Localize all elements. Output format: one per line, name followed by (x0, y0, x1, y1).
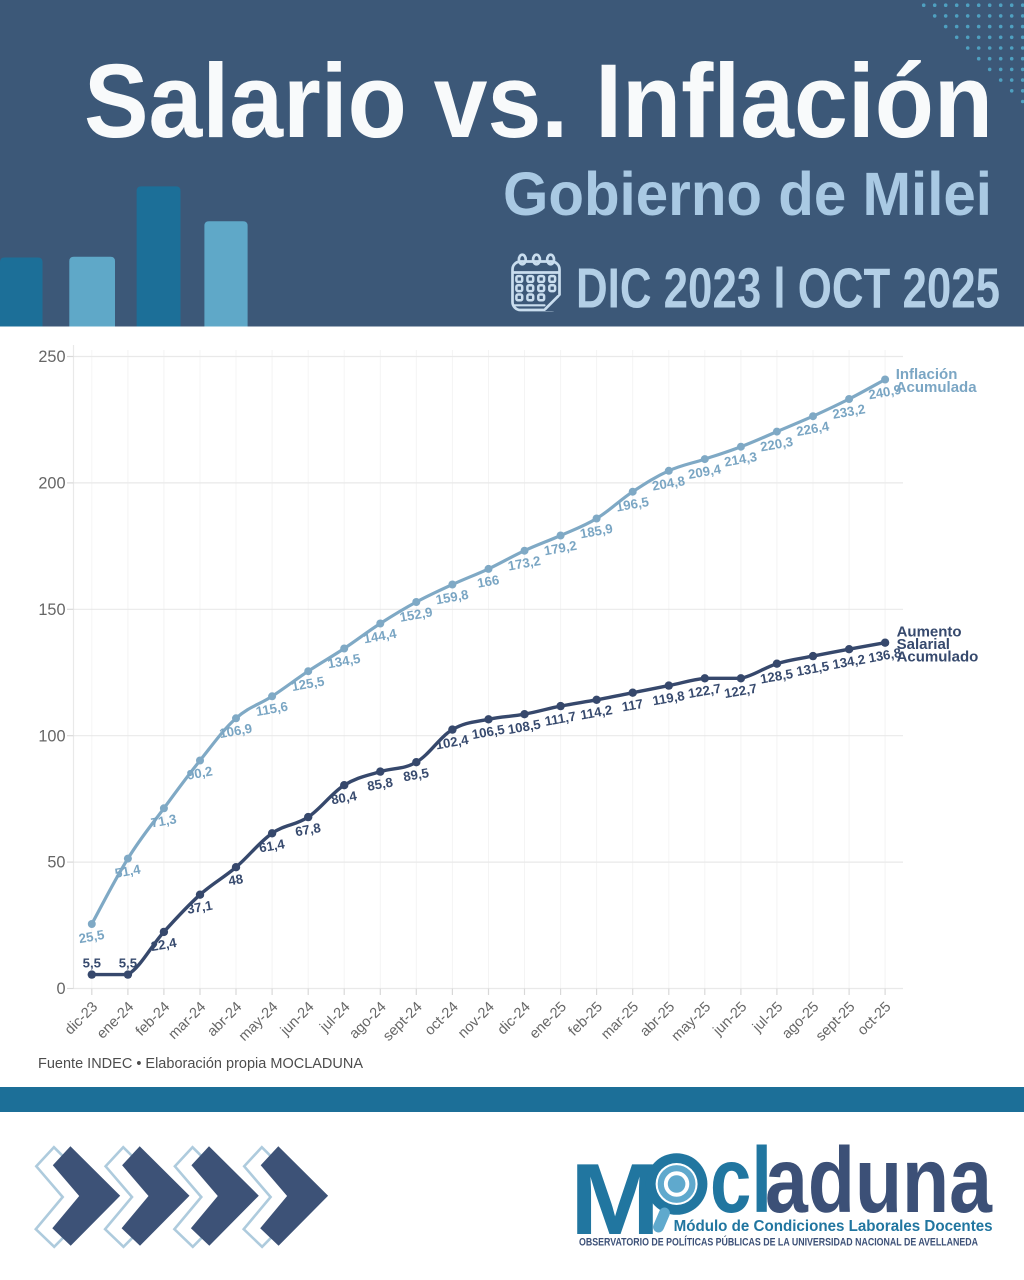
svg-text:may-25: may-25 (669, 999, 715, 1045)
svg-text:mar-25: mar-25 (598, 999, 642, 1043)
svg-text:Acumulada: Acumulada (896, 379, 978, 396)
svg-text:oct-25: oct-25 (855, 999, 895, 1039)
svg-text:102,4: 102,4 (435, 732, 471, 753)
svg-text:166: 166 (476, 572, 500, 591)
svg-text:233,2: 233,2 (831, 401, 866, 422)
svg-text:Módulo de Condiciones Laborale: Módulo de Condiciones Laborales Docentes (674, 1218, 993, 1235)
svg-text:48: 48 (227, 871, 244, 888)
svg-text:DIC 2023 l OCT 2025: DIC 2023 l OCT 2025 (576, 257, 1000, 321)
svg-text:125,5: 125,5 (290, 674, 325, 695)
svg-text:aduna: aduna (765, 1128, 993, 1232)
svg-text:250: 250 (38, 348, 65, 366)
svg-text:106,5: 106,5 (471, 722, 506, 743)
svg-text:37,1: 37,1 (186, 898, 214, 917)
svg-text:Acumulado: Acumulado (897, 649, 979, 666)
svg-text:Salario vs. Inflación: Salario vs. Inflación (84, 43, 993, 160)
svg-text:Gobierno de Milei: Gobierno de Milei (503, 160, 992, 229)
svg-text:226,4: 226,4 (795, 418, 831, 439)
svg-text:jun-25: jun-25 (710, 999, 751, 1040)
svg-text:Inflación: Inflación (896, 366, 958, 383)
svg-text:114,2: 114,2 (579, 702, 613, 722)
svg-text:nov-24: nov-24 (455, 999, 498, 1042)
svg-text:67,8: 67,8 (294, 820, 322, 839)
svg-text:134,2: 134,2 (831, 652, 866, 673)
svg-text:OBSERVATORIO DE POLÍTICAS PÚBL: OBSERVATORIO DE POLÍTICAS PÚBLICAS DE LA… (579, 1235, 978, 1248)
svg-text:173,2: 173,2 (507, 553, 542, 574)
svg-text:Salarial: Salarial (897, 636, 950, 653)
svg-text:122,7: 122,7 (723, 681, 758, 702)
svg-text:209,4: 209,4 (687, 461, 723, 482)
svg-text:may-24: may-24 (236, 999, 282, 1045)
svg-text:89,5: 89,5 (402, 765, 430, 784)
svg-text:0: 0 (56, 980, 65, 998)
svg-text:jun-24: jun-24 (277, 999, 318, 1040)
svg-text:136,8: 136,8 (867, 645, 902, 666)
svg-text:85,8: 85,8 (366, 775, 394, 794)
svg-text:128,5: 128,5 (759, 666, 794, 687)
svg-text:240,9: 240,9 (867, 382, 902, 403)
svg-text:150: 150 (38, 601, 65, 619)
svg-text:152,9: 152,9 (398, 604, 433, 625)
svg-text:5,5: 5,5 (119, 956, 137, 971)
svg-text:80,4: 80,4 (330, 788, 359, 807)
svg-text:51,4: 51,4 (114, 861, 143, 880)
svg-text:5,5: 5,5 (83, 956, 101, 971)
svg-text:ene-25: ene-25 (527, 999, 570, 1042)
svg-text:119,8: 119,8 (651, 688, 685, 708)
svg-text:M: M (570, 1144, 660, 1256)
svg-text:Fuente INDEC • Elaboración pro: Fuente INDEC • Elaboración propia MOCLAD… (38, 1056, 363, 1072)
svg-text:159,8: 159,8 (435, 587, 470, 608)
svg-text:111,7: 111,7 (543, 709, 577, 729)
svg-text:71,3: 71,3 (150, 811, 178, 830)
svg-text:134,5: 134,5 (326, 651, 361, 672)
svg-text:179,2: 179,2 (543, 538, 578, 559)
svg-text:25,5: 25,5 (78, 927, 106, 946)
svg-text:cl: cl (710, 1128, 772, 1232)
svg-text:mar-24: mar-24 (166, 999, 210, 1043)
svg-text:100: 100 (38, 727, 65, 745)
svg-text:185,9: 185,9 (579, 521, 614, 542)
svg-text:Aumento: Aumento (897, 624, 962, 641)
svg-text:144,4: 144,4 (362, 626, 398, 647)
svg-text:ene-24: ene-24 (94, 999, 137, 1042)
svg-text:117: 117 (621, 696, 645, 714)
svg-text:sept-25: sept-25 (813, 999, 859, 1045)
svg-text:200: 200 (38, 475, 65, 493)
svg-text:22,4: 22,4 (150, 935, 179, 954)
svg-text:131,5: 131,5 (795, 658, 830, 679)
svg-text:122,7: 122,7 (687, 681, 722, 702)
svg-text:oct-24: oct-24 (422, 999, 462, 1039)
svg-text:108,5: 108,5 (507, 717, 542, 738)
svg-text:196,5: 196,5 (615, 494, 650, 515)
svg-text:220,3: 220,3 (759, 434, 794, 455)
svg-text:214,3: 214,3 (723, 449, 758, 470)
svg-text:106,9: 106,9 (218, 721, 253, 742)
svg-text:204,8: 204,8 (651, 473, 686, 494)
svg-text:90,2: 90,2 (186, 763, 214, 782)
svg-text:50: 50 (47, 854, 65, 872)
svg-text:sept-24: sept-24 (380, 999, 426, 1045)
svg-text:115,6: 115,6 (255, 699, 289, 719)
svg-text:61,4: 61,4 (258, 836, 287, 855)
